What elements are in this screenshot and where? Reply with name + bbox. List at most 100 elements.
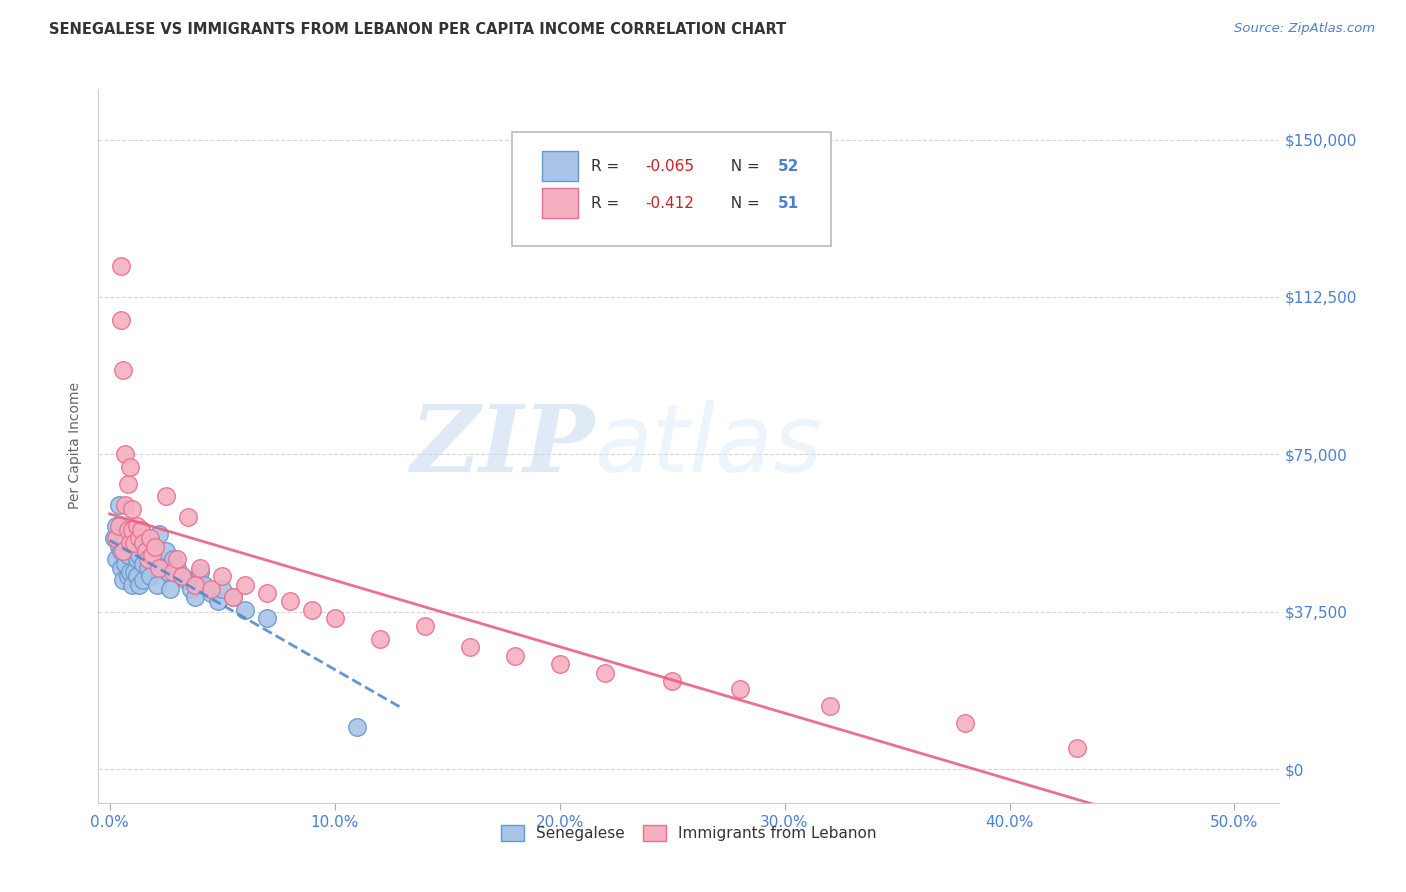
Y-axis label: Per Capita Income: Per Capita Income (69, 383, 83, 509)
Point (118, 535, 141, 549)
Text: N =: N = (721, 196, 765, 211)
Point (200, 586, 222, 600)
Point (211, 582, 233, 596)
Point (112, 363, 135, 377)
Point (124, 535, 146, 549)
Point (177, 510, 200, 524)
Point (141, 544, 163, 558)
Point (170, 569, 193, 583)
Point (166, 552, 188, 566)
Point (128, 577, 150, 591)
Point (184, 577, 207, 591)
Point (148, 527, 170, 541)
Point (1066, 741, 1088, 756)
Point (728, 682, 751, 697)
Text: R =: R = (591, 196, 624, 211)
Point (112, 527, 135, 541)
Point (150, 560, 173, 574)
Point (256, 586, 278, 600)
Point (233, 603, 256, 617)
Text: -0.065: -0.065 (645, 159, 695, 174)
Point (117, 548, 139, 562)
Text: -0.412: -0.412 (645, 196, 695, 211)
Point (162, 565, 184, 579)
Text: ZIP: ZIP (411, 401, 595, 491)
Point (139, 569, 162, 583)
Point (121, 502, 143, 516)
Point (818, 699, 841, 714)
Point (129, 523, 152, 537)
Point (125, 518, 148, 533)
Point (118, 460, 141, 475)
Point (233, 577, 256, 591)
Point (953, 716, 976, 731)
Point (117, 476, 139, 491)
Point (107, 498, 129, 512)
Point (128, 548, 150, 562)
Point (117, 569, 139, 583)
Point (593, 665, 616, 680)
Legend: Senegalese, Immigrants from Lebanon: Senegalese, Immigrants from Lebanon (494, 817, 884, 848)
Point (121, 577, 143, 591)
Point (146, 577, 169, 591)
Text: Source: ZipAtlas.com: Source: ZipAtlas.com (1234, 22, 1375, 36)
FancyBboxPatch shape (512, 132, 831, 246)
Point (114, 557, 136, 571)
Point (548, 657, 571, 672)
Point (413, 619, 436, 633)
Point (155, 489, 177, 503)
Point (136, 560, 159, 574)
Point (132, 574, 155, 588)
Point (188, 560, 211, 574)
Point (661, 674, 683, 689)
Text: SENEGALESE VS IMMIGRANTS FROM LEBANON PER CAPITA INCOME CORRELATION CHART: SENEGALESE VS IMMIGRANTS FROM LEBANON PE… (49, 22, 786, 37)
Point (148, 560, 170, 574)
Point (143, 552, 166, 566)
Point (110, 259, 132, 273)
Point (184, 590, 207, 604)
Point (121, 523, 143, 537)
Point (135, 544, 157, 558)
Point (170, 569, 193, 583)
Point (117, 523, 139, 537)
Point (166, 560, 188, 574)
Point (105, 552, 128, 566)
Point (114, 498, 136, 512)
Point (162, 552, 184, 566)
Point (124, 565, 146, 579)
Point (110, 544, 132, 558)
Point (200, 582, 222, 596)
Point (128, 532, 150, 546)
Point (503, 648, 526, 663)
Point (105, 532, 128, 546)
Point (301, 603, 323, 617)
Point (125, 552, 148, 566)
Point (125, 569, 148, 583)
Point (143, 540, 166, 554)
Point (139, 532, 162, 546)
Point (114, 535, 136, 549)
Point (135, 532, 157, 546)
Point (110, 560, 132, 574)
Text: 51: 51 (778, 196, 799, 211)
Point (110, 313, 132, 327)
Point (346, 720, 368, 734)
Point (278, 594, 301, 608)
Point (121, 544, 143, 558)
Text: 52: 52 (778, 159, 799, 174)
Point (129, 523, 152, 537)
Point (180, 582, 202, 596)
Point (323, 611, 346, 625)
Point (118, 565, 141, 579)
Point (368, 632, 391, 646)
Point (157, 565, 180, 579)
Point (112, 544, 135, 558)
Point (193, 577, 215, 591)
Point (222, 590, 245, 604)
Point (458, 640, 481, 655)
Text: N =: N = (721, 159, 765, 174)
Point (105, 518, 128, 533)
Point (207, 594, 229, 608)
Point (114, 447, 136, 461)
FancyBboxPatch shape (543, 188, 578, 219)
